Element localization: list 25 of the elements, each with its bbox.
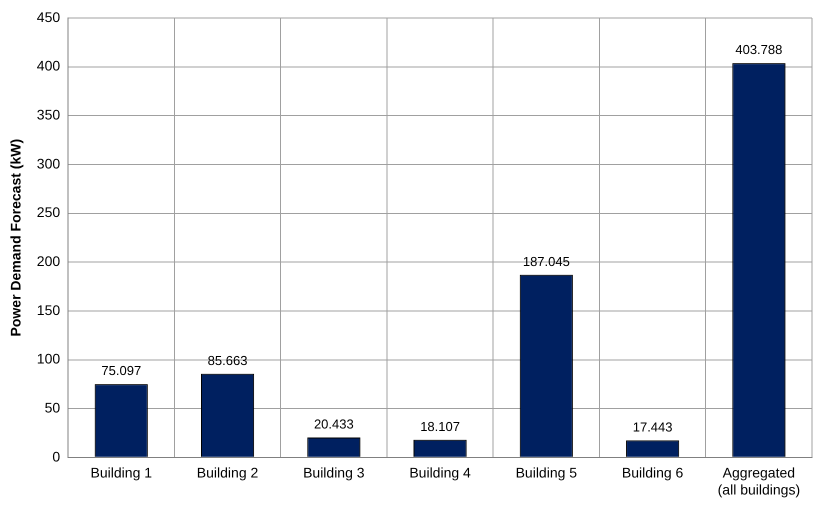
x-tick-label: Building 4	[409, 464, 472, 481]
y-tick-label: 400	[36, 58, 60, 74]
y-axis-title: Power Demand Forecast (kW)	[7, 138, 24, 337]
y-tick-label: 50	[44, 399, 60, 416]
data-label: 187.045	[522, 254, 570, 269]
x-tick-label: Building 5	[516, 464, 578, 481]
y-tick-label: 250	[36, 204, 60, 220]
data-label: 20.433	[314, 416, 354, 432]
x-tick-label: Building 6	[622, 464, 684, 481]
y-tick-label: 450	[36, 8, 60, 25]
x-tick-label: Building 3	[303, 464, 365, 481]
data-label: 75.097	[101, 363, 142, 378]
y-tick-label: 350	[36, 106, 60, 123]
data-label: 18.107	[420, 418, 460, 434]
y-tick-label: 300	[36, 155, 60, 172]
y-tick-label: 200	[36, 252, 60, 269]
x-tick-label: Building 1	[90, 464, 152, 481]
y-tick-label: 0	[52, 448, 60, 464]
x-tick-label: Aggregated (all buildings)	[718, 464, 800, 498]
data-label: 17.443	[632, 419, 672, 434]
data-label: 403.788	[735, 42, 782, 58]
y-tick-label: 150	[36, 302, 60, 318]
y-tick-label: 100	[36, 350, 60, 367]
data-label: 85.663	[208, 352, 248, 368]
x-tick-label: Building 2	[196, 464, 259, 481]
